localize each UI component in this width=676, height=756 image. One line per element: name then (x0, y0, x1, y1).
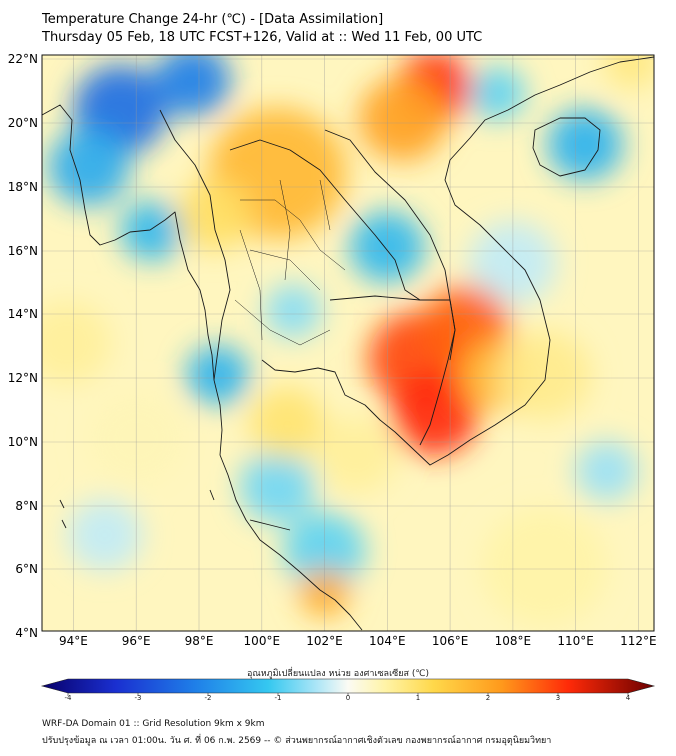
anomaly-cell-23 (249, 387, 325, 459)
coastline-mainland (42, 56, 654, 631)
anomaly-cell-26 (603, 55, 654, 89)
map-title: Temperature Change 24-hr (℃) - [Data Ass… (42, 12, 384, 27)
longitude-axis: 94°E 96°E 98°E 100°E 102°E 104°E 106°E 1… (59, 634, 657, 648)
border-thai-provinces (234, 179, 346, 346)
anomaly-cell-9 (239, 451, 316, 523)
lat-label-4: 4°N (15, 626, 38, 640)
footer-model-info: WRF-DA Domain 01 :: Grid Resolution 9km … (42, 719, 265, 729)
colorbar-ticks: -4 -3 -2 -1 0 1 2 3 4 (65, 694, 631, 700)
coastlines-and-borders (42, 56, 654, 631)
colorbar-tick-1: 1 (416, 694, 420, 700)
map-subtitle: Thursday 05 Feb, 18 UTC FCST+126, Valid … (42, 30, 483, 45)
anomaly-cell-24 (315, 416, 397, 494)
lat-label-6: 6°N (15, 562, 38, 576)
lat-label-14: 14°N (8, 307, 38, 321)
lat-label-22: 22°N (8, 52, 38, 66)
lat-label-20: 20°N (8, 116, 38, 130)
temperature-change-map: 22°N 20°N 18°N 16°N 14°N 12°N 10°N 8°N 6… (8, 52, 657, 700)
anomaly-cell-8 (547, 108, 623, 181)
lon-label-108: 108°E (495, 634, 532, 648)
border-thailand-laos (229, 139, 421, 301)
lon-label-100: 100°E (244, 634, 281, 648)
anomaly-cell-13 (67, 499, 143, 571)
lat-label-18: 18°N (8, 180, 38, 194)
lon-label-110: 110°E (557, 634, 594, 648)
anomaly-cell-25 (497, 330, 592, 420)
lat-label-16: 16°N (8, 244, 38, 258)
colorbar-tick-0: 0 (346, 694, 350, 700)
colorbar-tick-marks (67, 693, 629, 696)
colorbar: -4 -3 -2 -1 0 1 2 3 4 (40, 678, 656, 700)
plot-area (42, 55, 654, 631)
anomaly-cell-29 (481, 507, 607, 627)
lon-label-112: 112°E (620, 634, 657, 648)
lat-label-8: 8°N (15, 499, 38, 513)
border-myanmar-thailand (159, 109, 231, 381)
anomaly-cell-1 (154, 55, 231, 117)
anomaly-cell-2 (48, 128, 130, 206)
colorbar-title: อุณหภูมิเปลี่ยนแปลง หน่วย องศาเซลเซียส (… (246, 669, 430, 679)
anomaly-cell-12 (575, 441, 639, 501)
anomaly-cell-7 (468, 66, 526, 121)
coastline-hainan (532, 117, 601, 177)
plot-frame (41, 54, 655, 632)
border-malaysia-thailand (249, 519, 291, 531)
gridlines (42, 55, 654, 631)
colorbar-tick-neg4: -4 (65, 694, 73, 700)
lat-label-12: 12°N (8, 371, 38, 385)
anomaly-cell-27 (42, 301, 112, 385)
anomaly-cell-3 (120, 201, 184, 261)
islands-andaman (59, 489, 215, 529)
lon-label-102: 102°E (306, 634, 343, 648)
anomaly-cell-4 (186, 345, 250, 405)
lon-label-106: 106°E (432, 634, 469, 648)
colorbar-tick-neg2: -2 (205, 694, 212, 700)
anomaly-cell-20 (390, 371, 479, 456)
colorbar-tick-neg1: -1 (275, 694, 282, 700)
colorbar-tick-3: 3 (556, 694, 560, 700)
border-cambodia (329, 295, 456, 446)
anomaly-cell-5 (264, 284, 322, 338)
lon-label-104: 104°E (369, 634, 406, 648)
colorbar-tick-2: 2 (486, 694, 490, 700)
lon-label-94: 94°E (59, 634, 88, 648)
colorbar-tick-4: 4 (626, 694, 631, 700)
colorbar-tick-neg3: -3 (135, 694, 142, 700)
lat-label-10: 10°N (8, 435, 38, 449)
latitude-axis: 22°N 20°N 18°N 16°N 14°N 12°N 10°N 8°N 6… (8, 52, 38, 640)
colorbar-gradient (40, 678, 656, 694)
anomaly-cell-17 (176, 179, 253, 251)
lon-label-96: 96°E (122, 634, 151, 648)
lon-label-98: 98°E (185, 634, 214, 648)
footer-credit: ปรับปรุงข้อมูล ณ เวลา 01:00น. วัน ศ. ที่… (42, 736, 552, 746)
anomaly-cell-15 (358, 77, 447, 161)
